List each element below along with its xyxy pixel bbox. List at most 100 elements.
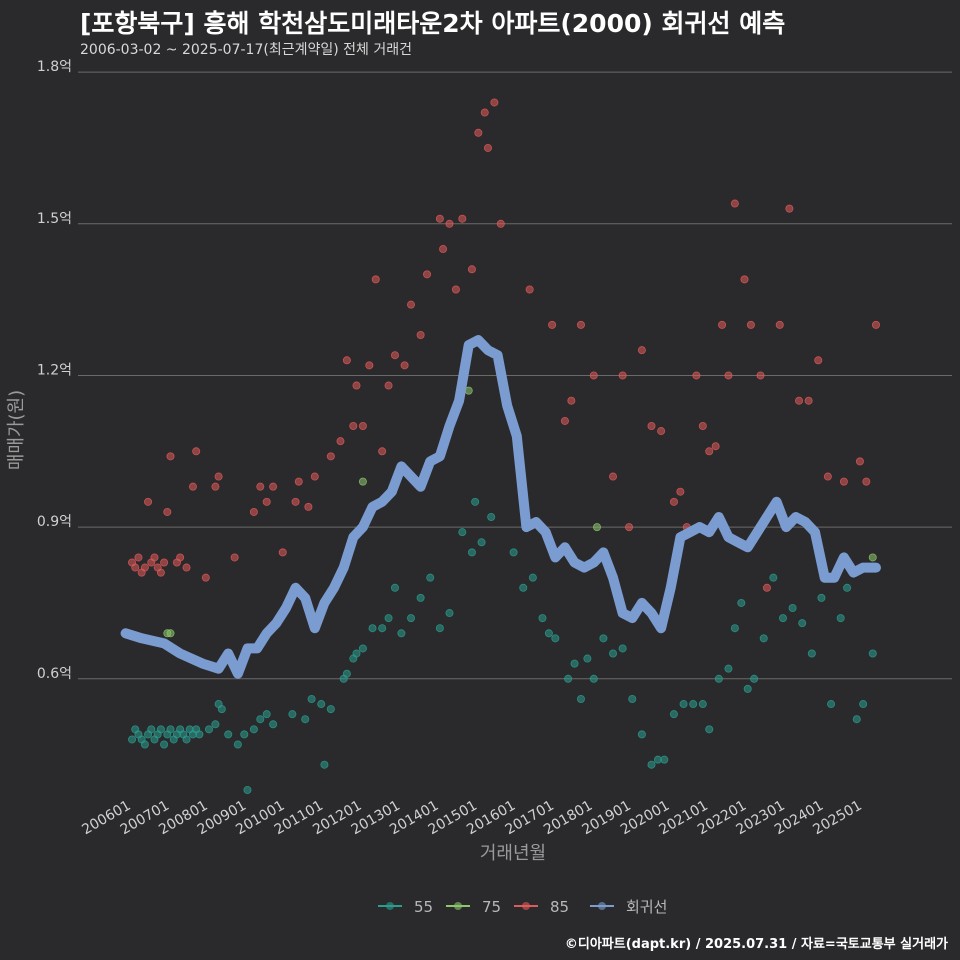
data-point-85 <box>188 482 197 491</box>
data-point-55 <box>243 786 252 795</box>
data-point-85 <box>400 361 409 370</box>
data-point-55 <box>224 730 233 739</box>
data-point-55 <box>798 619 807 628</box>
data-point-55 <box>426 573 435 582</box>
data-point-85 <box>525 285 534 294</box>
data-point-55 <box>868 649 877 658</box>
data-point-85 <box>140 563 149 572</box>
x-axis-title: 거래년월 <box>480 843 546 864</box>
data-point-85 <box>560 416 569 425</box>
data-point-85 <box>576 320 585 329</box>
data-point-85 <box>352 381 361 390</box>
data-point-85 <box>740 275 749 284</box>
data-point-55 <box>128 735 137 744</box>
data-point-85 <box>134 553 143 562</box>
data-point-85 <box>762 583 771 592</box>
data-point-85 <box>871 320 880 329</box>
legend-swatch-dot <box>386 902 394 910</box>
data-point-55 <box>519 583 528 592</box>
data-point-55 <box>836 614 845 623</box>
data-point-55 <box>538 614 547 623</box>
data-point-85 <box>249 507 258 516</box>
data-point-85 <box>416 330 425 339</box>
data-point-55 <box>759 634 768 643</box>
data-point-55 <box>317 700 326 709</box>
data-point-85 <box>490 98 499 107</box>
data-point-55 <box>477 538 486 547</box>
data-point-55 <box>544 629 553 638</box>
data-point-55 <box>204 725 213 734</box>
data-point-55 <box>737 598 746 607</box>
data-point-55 <box>807 649 816 658</box>
data-point-85 <box>483 143 492 152</box>
data-point-55 <box>256 715 265 724</box>
data-point-85 <box>718 320 727 329</box>
data-point-85 <box>480 108 489 117</box>
data-point-85 <box>166 452 175 461</box>
data-point-85 <box>618 371 627 380</box>
data-point-85 <box>637 346 646 355</box>
legend-swatch-dot <box>454 902 462 910</box>
data-point-55 <box>378 624 387 633</box>
data-point-55 <box>407 614 416 623</box>
regression-line <box>120 335 881 679</box>
data-point-85 <box>176 553 185 562</box>
data-point-55 <box>724 664 733 673</box>
data-point-55 <box>679 700 688 709</box>
data-point-75 <box>868 553 877 562</box>
data-point-85 <box>371 275 380 284</box>
data-point-55 <box>195 730 204 739</box>
data-point-55 <box>817 593 826 602</box>
data-point-55 <box>320 760 329 769</box>
data-point-55 <box>599 634 608 643</box>
data-point-55 <box>249 725 258 734</box>
data-point-85 <box>445 219 454 228</box>
data-point-55 <box>583 654 592 663</box>
chart-title: [포항북구] 흥해 학천삼도미래타운2차 아파트(2000) 회귀선 예측 <box>80 9 786 38</box>
data-point-55 <box>160 740 169 749</box>
data-point-55 <box>416 593 425 602</box>
data-point-55 <box>714 674 723 683</box>
data-point-85 <box>855 457 864 466</box>
data-point-55 <box>743 684 752 693</box>
footer-credit: ©디아파트(dapt.kr) / 2025.07.31 / 자료=국토교통부 실… <box>564 937 948 952</box>
data-point-85 <box>291 497 300 506</box>
data-point-55 <box>827 700 836 709</box>
data-point-85 <box>423 270 432 279</box>
data-point-85 <box>262 497 271 506</box>
data-point-85 <box>657 427 666 436</box>
data-point-85 <box>746 320 755 329</box>
data-point-85 <box>474 128 483 137</box>
data-point-85 <box>795 396 804 405</box>
data-point-55 <box>182 735 191 744</box>
data-point-55 <box>471 497 480 506</box>
data-point-85 <box>278 548 287 557</box>
data-point-85 <box>336 437 345 446</box>
data-point-85 <box>150 553 159 562</box>
data-point-85 <box>458 214 467 223</box>
data-point-75 <box>166 629 175 638</box>
data-point-85 <box>156 568 165 577</box>
data-point-55 <box>528 573 537 582</box>
data-point-85 <box>182 563 191 572</box>
data-point-85 <box>451 285 460 294</box>
chart-subtitle: 2006-03-02 ~ 2025-07-17(최근계약일) 전체 거래건 <box>80 42 412 58</box>
data-point-55 <box>326 705 335 714</box>
data-point-85 <box>214 472 223 481</box>
grid-lines <box>78 71 952 680</box>
data-point-85 <box>756 371 765 380</box>
data-point-55 <box>487 513 496 522</box>
data-point-85 <box>435 214 444 223</box>
data-point-85 <box>785 204 794 213</box>
data-point-55 <box>262 710 271 719</box>
data-point-55 <box>730 624 739 633</box>
data-point-55 <box>166 725 175 734</box>
data-point-85 <box>862 477 871 486</box>
data-point-85 <box>201 573 210 582</box>
data-point-55 <box>705 725 714 734</box>
data-point-55 <box>564 674 573 683</box>
x-axis-ticks: 2006012007012008012009012010012011012012… <box>79 798 864 839</box>
data-point-85 <box>304 502 313 511</box>
data-point-55 <box>217 705 226 714</box>
